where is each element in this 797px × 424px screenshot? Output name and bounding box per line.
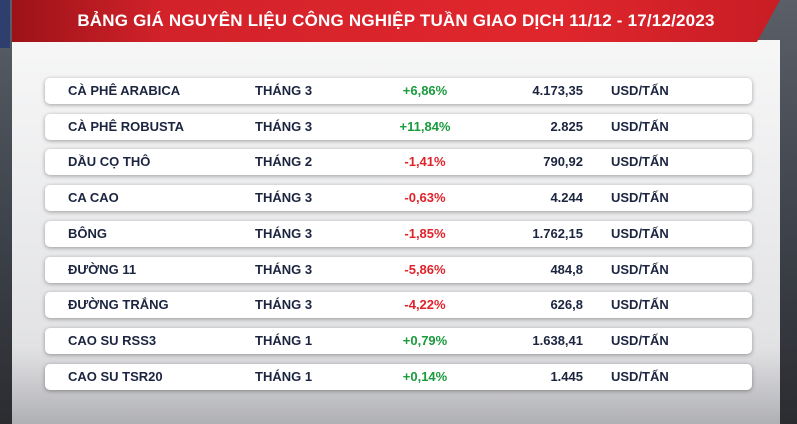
unit: USD/TẤN bbox=[611, 154, 669, 170]
unit: USD/TẤN bbox=[611, 118, 669, 134]
unit: USD/TẤN bbox=[611, 225, 669, 241]
price: 1.638,41 bbox=[532, 332, 583, 348]
unit: USD/TẤN bbox=[611, 261, 669, 277]
commodity: BÔNG bbox=[68, 225, 107, 241]
change: -4,22% bbox=[404, 297, 446, 313]
commodity: ĐƯỜNG 11 bbox=[68, 261, 137, 277]
commodity: CÀ PHÊ ARABICA bbox=[68, 83, 181, 98]
row: ĐƯỜNG TRẮNG THÁNG 3 -4,22% 626,8 USD/TẤN bbox=[45, 292, 752, 319]
price: 790,92 bbox=[543, 154, 583, 170]
contract-month: THÁNG 3 bbox=[255, 190, 313, 206]
contract-month: THÁNG 3 bbox=[255, 261, 313, 277]
contract-month: THÁNG 3 bbox=[255, 297, 313, 313]
contract-month: THÁNG 3 bbox=[255, 83, 313, 98]
commodity: CAO SU RSS3 bbox=[68, 332, 157, 348]
change: +11,84% bbox=[399, 118, 451, 134]
commodity: DẦU CỌ THÔ bbox=[68, 154, 151, 170]
contract-month: THÁNG 3 bbox=[255, 225, 313, 241]
row: CÀ PHÊ ROBUSTA THÁNG 3 +11,84% 2.825 USD/TẤN bbox=[45, 113, 752, 140]
change: -1,41% bbox=[404, 154, 446, 170]
row: CAO SU TSR20 THÁNG 1 +0,14% 1.445 USD/TẤN bbox=[45, 363, 752, 390]
price: 2.825 bbox=[550, 118, 583, 134]
unit: USD/TẤN bbox=[611, 190, 669, 206]
row: CÀ PHÊ ARABICA THÁNG 3 +6,86% 4.173,35 USD/T… bbox=[45, 78, 752, 104]
price: 1.762,15 bbox=[532, 225, 583, 241]
row: DẦU CỌ THÔ THÁNG 2 -1,41% 790,92 USD/TẤN bbox=[45, 149, 752, 176]
unit: USD/TẤN bbox=[611, 368, 669, 384]
row: CAO SU RSS3 THÁNG 1 +0,79% 1.638,41 USD/TẤN bbox=[45, 327, 752, 354]
contract-month: THÁNG 3 bbox=[255, 118, 313, 134]
change: +6,86% bbox=[402, 83, 448, 98]
title: BẢNG GIÁ NGUYÊN LIỆU CÔNG NGHIỆP TUẦN GI… bbox=[77, 11, 715, 30]
price: 1.445 bbox=[550, 368, 583, 384]
commodity: CA CAO bbox=[68, 190, 119, 206]
row: ĐƯỜNG 11 THÁNG 3 -5,86% 484,8 USD/TẤN bbox=[45, 256, 752, 283]
unit: USD/TẤN bbox=[611, 297, 669, 313]
row: CA CAO THÁNG 3 -0,63% 4.244 USD/TẤN bbox=[45, 185, 752, 212]
unit: USD/TẤN bbox=[611, 332, 669, 348]
change: -1,85% bbox=[404, 225, 446, 241]
commodity: CAO SU TSR20 bbox=[68, 368, 163, 384]
change: +0,14% bbox=[402, 368, 448, 384]
price: 4.244 bbox=[550, 190, 583, 206]
price: 484,8 bbox=[550, 261, 583, 277]
row: BÔNG THÁNG 3 -1,85% 1.762,15 USD/TẤN bbox=[45, 220, 752, 247]
contract-month: THÁNG 1 bbox=[255, 332, 313, 348]
change: -5,86% bbox=[404, 261, 446, 277]
commodity: CÀ PHÊ ROBUSTA bbox=[68, 118, 185, 134]
contract-month: THÁNG 1 bbox=[255, 368, 313, 384]
unit: USD/TẤN bbox=[611, 83, 669, 98]
price: 626,8 bbox=[550, 297, 583, 313]
commodity: ĐƯỜNG TRẮNG bbox=[68, 297, 169, 313]
change: -0,63% bbox=[404, 190, 446, 206]
price: 4.173,35 bbox=[532, 83, 583, 98]
contract-month: THÁNG 2 bbox=[255, 154, 313, 170]
change: +0,79% bbox=[402, 332, 448, 348]
header-bar bbox=[12, 0, 780, 42]
accent-strip bbox=[0, 0, 10, 48]
